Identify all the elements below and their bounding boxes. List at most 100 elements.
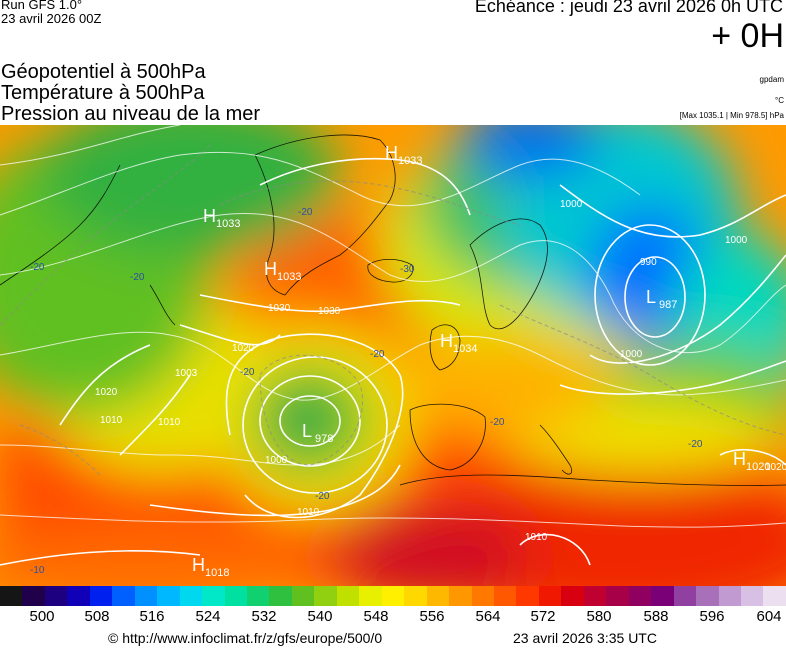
scale-swatch [606, 586, 629, 606]
scale-swatch [381, 586, 405, 606]
isobar-label: 1030 [318, 306, 341, 317]
scale-swatch [673, 586, 697, 606]
isotherm [219, 180, 521, 226]
pressure-center-letter: L [302, 421, 312, 441]
scale-label: 604 [756, 608, 782, 625]
pressure-center-value: 1033 [277, 271, 301, 283]
scale-label: 588 [643, 608, 669, 625]
scale-label: 532 [251, 608, 277, 625]
temperature-label: -10 [30, 565, 45, 576]
temperature-labels: -20 -20 -20 -20 -20 -20 -20 -20 -30 -10 [30, 207, 703, 576]
coast-british-isles [429, 324, 461, 371]
title-pressure: Pression au niveau de la mer [1, 103, 261, 125]
unit-celsius: °C [775, 96, 784, 105]
scale-swatch [314, 586, 337, 606]
pressure-center-low: L 978 [302, 421, 333, 445]
scale-label: 556 [419, 608, 445, 625]
scale-swatch [359, 586, 382, 606]
isobar-label: 1020 [95, 387, 118, 398]
isobar-label: 1000 [560, 199, 583, 210]
coast-scandinavia [469, 218, 548, 330]
isobars [0, 157, 786, 566]
pressure-center-value: 978 [315, 433, 333, 445]
scale-swatch [179, 586, 203, 606]
temperature-label: -20 [298, 207, 313, 218]
coast-north-africa [399, 474, 786, 486]
scale-label: 548 [363, 608, 389, 625]
isobar-low-978-990 [259, 375, 361, 467]
isobar-1000-north [559, 184, 786, 238]
scale-swatch [493, 586, 517, 606]
pressure-center-value: 1034 [453, 343, 477, 355]
scale-swatch [44, 586, 68, 606]
scale-swatch [291, 586, 315, 606]
isotherm [19, 424, 101, 476]
footer-timestamp: 23 avril 2026 3:35 UTC [513, 630, 657, 646]
isobar-label: 1020 [232, 343, 255, 354]
scale-label: 580 [586, 608, 612, 625]
scale-swatch [0, 586, 23, 606]
isotherm [0, 144, 211, 326]
geopotential-contours [0, 125, 786, 528]
scale-label: 524 [195, 608, 221, 625]
isobar-1000-east [589, 254, 786, 364]
isotherms [0, 144, 786, 476]
z500-contour [0, 331, 786, 401]
pressure-centers: H1033H1033H1033H1034H1018H1020L987L978L1… [175, 143, 770, 579]
isobar-1030-ridge [199, 294, 461, 313]
scale-swatch [628, 586, 652, 606]
pressure-center-value: 1018 [205, 567, 229, 579]
temperature-label: -20 [240, 367, 255, 378]
isobar-1010 [225, 333, 404, 519]
isobar-label: 1010 [100, 415, 123, 426]
scale-swatch [89, 586, 113, 606]
isobar-1010-west [119, 374, 191, 456]
pressure-center-letter: H [733, 449, 746, 469]
isobar-label: 1010 [158, 417, 181, 428]
isobar-label: 1020 [765, 462, 786, 473]
pressure-center-value: 1033 [398, 155, 422, 167]
coastlines [0, 134, 786, 486]
scale-swatch [404, 586, 427, 606]
pressure-center-high: H 1033 [385, 143, 422, 167]
pressure-center-value: 1020 [746, 461, 770, 473]
temperature-label: -20 [30, 262, 45, 273]
isobar-1020-atlantic [59, 344, 151, 426]
forecast-horizon: + 0H [711, 17, 784, 55]
scale-swatch [471, 586, 494, 606]
pressure-center-low: L 987 [646, 287, 677, 311]
scale-swatch [740, 586, 764, 606]
z500-contour [0, 125, 181, 166]
temperature-label: -20 [370, 349, 385, 360]
pressure-center-high: H 1034 [440, 331, 477, 355]
isobar-label: 1000 [265, 455, 288, 466]
scale-swatch [157, 586, 180, 606]
scale-swatch [246, 586, 270, 606]
temp-field-sw [0, 525, 310, 586]
footer-url[interactable]: © http://www.infoclimat.fr/z/gfs/europe/… [108, 630, 383, 646]
coast-labrador [149, 284, 176, 326]
pressure-center-high: H 1020 [733, 449, 770, 473]
pressure-center-value: 1003 [175, 368, 198, 379]
scale-swatch [202, 586, 225, 606]
isobar-label: 1000 [620, 349, 643, 360]
pressure-center-letter: H [203, 206, 216, 226]
z500-contour [0, 514, 786, 528]
isobar-1010-med [519, 533, 591, 566]
pressure-range: [Max 1035.1 | Min 978.5] hPa [679, 111, 784, 120]
weather-map: H1033H1033H1033H1034H1018H1020L987L978L1… [0, 125, 786, 586]
scale-swatch [696, 586, 719, 606]
isobar-low-987-990 [594, 224, 706, 366]
coast-iceland [367, 258, 414, 283]
scale-label: 500 [29, 608, 55, 625]
isobar-low-978-inner [279, 395, 341, 447]
scale-swatch [22, 586, 45, 606]
echeance-label: Echéance : jeudi 23 avril 2026 0h UTC [474, 0, 783, 16]
temp-field-low-core [275, 392, 335, 448]
isobar-label: 1010 [297, 507, 320, 518]
scale-label: 564 [475, 608, 501, 625]
pressure-center-low: L1003 [175, 368, 198, 379]
isobar-low-987-inner [624, 256, 686, 338]
temp-field-trough-blue [460, 125, 600, 180]
temperature-label: -20 [688, 439, 703, 450]
